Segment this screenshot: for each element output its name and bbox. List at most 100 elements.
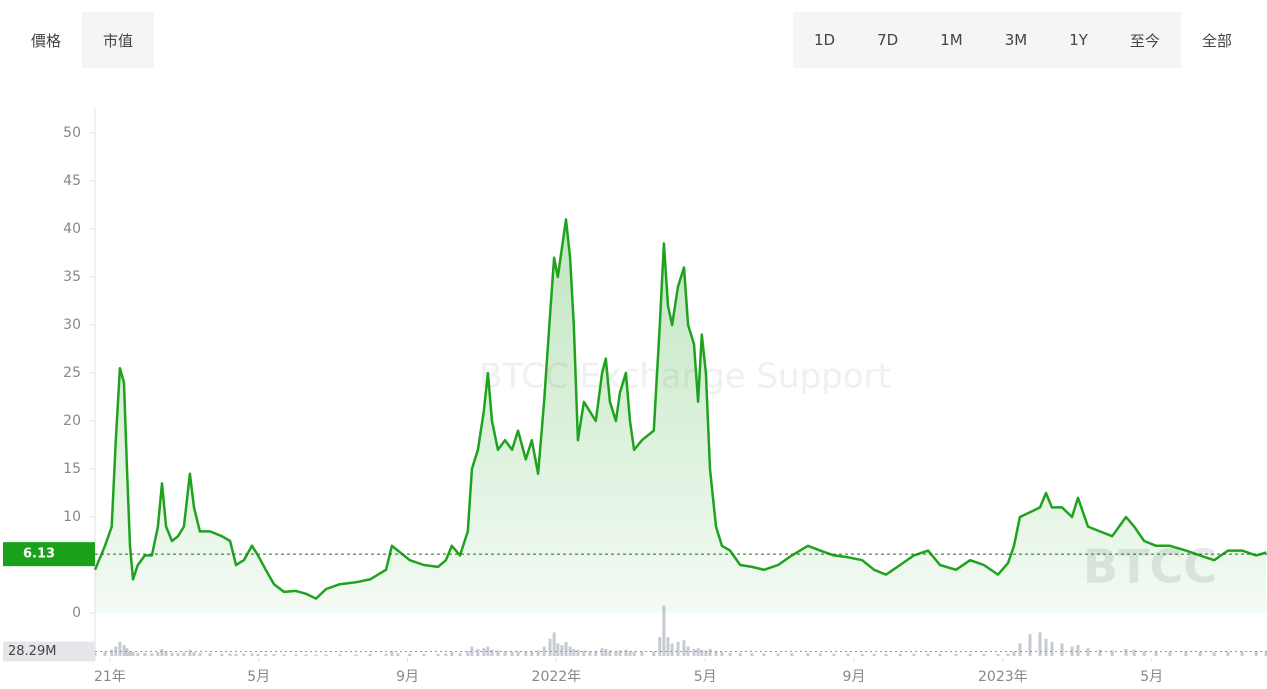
volume-bar [510, 651, 514, 656]
volume-bar [486, 646, 490, 656]
volume-bar [996, 653, 1000, 656]
range-button[interactable]: 3M [1004, 31, 1028, 49]
volume-bar [898, 653, 902, 656]
volume-bar [250, 653, 254, 656]
volume-bar [482, 648, 486, 656]
current-price-badge [3, 542, 95, 567]
y-tick-label: 50 [63, 125, 81, 141]
tab[interactable]: 市值 [103, 31, 134, 50]
y-tick-label: 25 [63, 365, 81, 381]
volume-bar [632, 651, 636, 656]
tab[interactable]: 價格 [10, 12, 83, 68]
volume-bar [354, 654, 358, 656]
volume-bar [125, 648, 129, 656]
volume-bar [618, 650, 622, 656]
volume-bar [1240, 651, 1244, 656]
volume-bar [110, 649, 114, 656]
volume-bar [466, 651, 470, 656]
volume-bar [846, 653, 850, 656]
volume-bar [1254, 651, 1258, 656]
volume-bar [860, 653, 864, 656]
volume-bar [408, 653, 412, 656]
range-button[interactable]: 至今 [1129, 31, 1160, 50]
volume-bar [696, 648, 700, 656]
volume-bar [762, 653, 766, 656]
volume-bar [1124, 648, 1128, 656]
volume-bar [582, 650, 586, 656]
volume-bar [572, 648, 576, 656]
tab-group: 價格 市值 [10, 12, 155, 68]
range-button[interactable]: 1D [814, 31, 836, 49]
y-tick-label: 0 [72, 605, 81, 621]
volume-bar [700, 649, 704, 656]
volume-bar [1028, 634, 1032, 656]
volume-bar [776, 653, 780, 656]
volume-bar [640, 651, 644, 656]
volume-bar [806, 653, 810, 656]
volume-bar [676, 641, 680, 656]
volume-bar [436, 653, 440, 656]
volume-bar [1070, 646, 1074, 656]
volume-bar [884, 653, 888, 656]
volume-bar [390, 651, 394, 656]
y-tick-label: 40 [63, 221, 81, 237]
volume-bar [143, 652, 147, 656]
volume-bar [476, 648, 480, 656]
volume-bar [1086, 648, 1090, 656]
volume-bar [304, 654, 308, 656]
volume-bar [738, 653, 742, 656]
volume-bar [982, 653, 986, 656]
volume-bar [670, 643, 674, 656]
volume-bar [1132, 649, 1136, 656]
volume-bar [1038, 632, 1042, 656]
range-button[interactable]: 1Y [1069, 31, 1088, 49]
volume-bar [1212, 652, 1216, 656]
volume-bar [176, 652, 180, 656]
volume-bar [926, 653, 930, 656]
y-tick-label: 15 [63, 461, 81, 477]
volume-bar [256, 653, 260, 656]
volume-bar [524, 651, 528, 656]
volume-bar [503, 651, 507, 656]
volume-bar [150, 653, 154, 656]
price-line [93, 218, 1267, 600]
x-tick-label: 5月 [1140, 669, 1163, 685]
volume-bar [548, 638, 552, 656]
volume-bar [338, 654, 342, 656]
range-button[interactable]: 全部 [1180, 12, 1253, 68]
volume-bar [912, 653, 916, 656]
volume-bar [220, 653, 224, 656]
volume-bar [1076, 645, 1080, 656]
volume-bar [1168, 651, 1172, 656]
volume-bar [1264, 651, 1267, 656]
current-price-label: 6.13 [23, 547, 55, 562]
range-button[interactable]: 7D [877, 31, 899, 49]
volume-bar [1012, 651, 1016, 656]
volume-bar [188, 649, 192, 656]
y-tick-label: 10 [63, 509, 81, 525]
volume-bar [103, 652, 107, 656]
volume-bar [720, 652, 724, 656]
x-tick-label: 9月 [396, 669, 419, 685]
volume-bar [750, 653, 754, 656]
volume-bar [228, 653, 232, 656]
volume-bar [662, 605, 666, 656]
range-button[interactable]: 1M [940, 31, 963, 49]
volume-bar [530, 651, 534, 656]
volume-bar [516, 651, 520, 656]
volume-bar [938, 653, 942, 656]
volume-bar [490, 649, 494, 656]
volume-bar [496, 650, 500, 656]
volume-bar [594, 651, 598, 656]
x-tick-label: 5月 [247, 669, 270, 685]
volume-bar [588, 651, 592, 656]
range-group: 1D 7D 1M 3M 1Y 至今 全部 [793, 12, 1253, 68]
volume-bar [728, 652, 732, 656]
volume-bar [600, 648, 604, 656]
volume-bar [1050, 641, 1054, 656]
volume-bar [872, 653, 876, 656]
volume-bar [118, 641, 122, 656]
volume-bar [614, 651, 618, 656]
